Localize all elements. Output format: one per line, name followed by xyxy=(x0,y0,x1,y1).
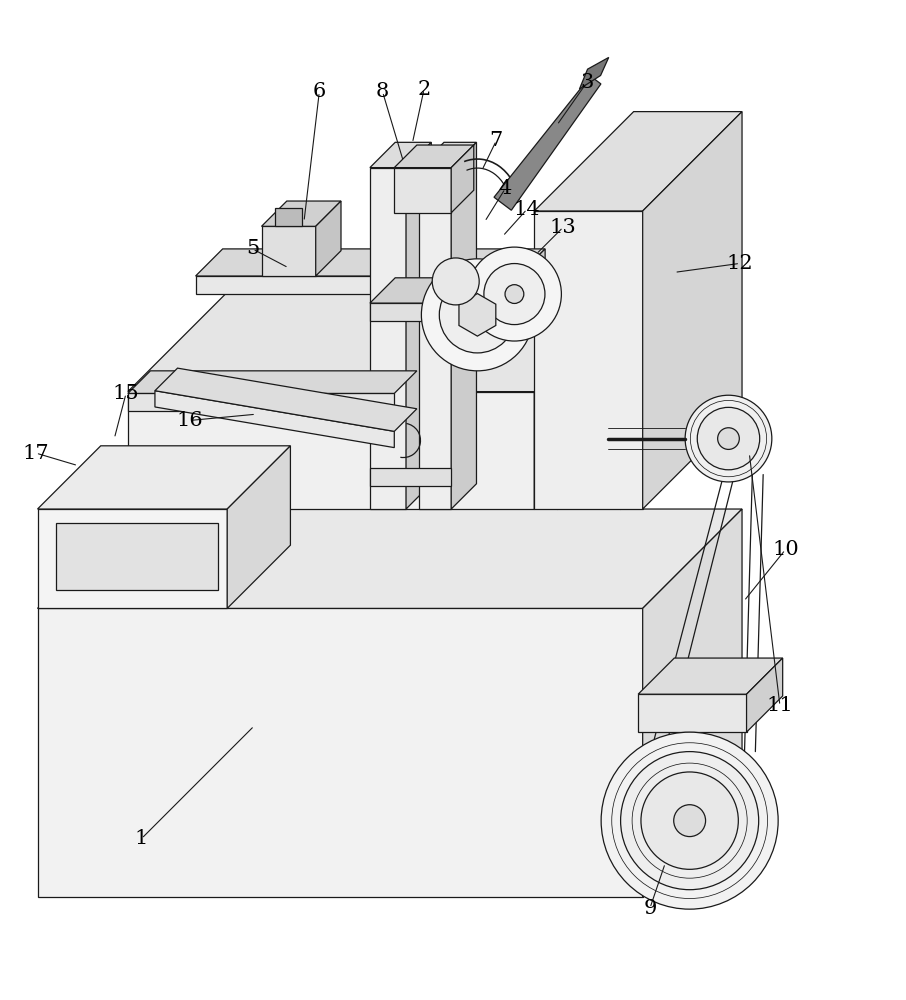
Circle shape xyxy=(698,407,760,470)
Text: 7: 7 xyxy=(490,131,503,150)
Polygon shape xyxy=(196,276,518,294)
Polygon shape xyxy=(518,249,545,294)
Text: 2: 2 xyxy=(418,80,430,99)
Text: 10: 10 xyxy=(772,540,799,559)
Polygon shape xyxy=(370,168,406,509)
Polygon shape xyxy=(459,294,496,336)
Polygon shape xyxy=(275,208,303,226)
Circle shape xyxy=(467,247,562,341)
Polygon shape xyxy=(128,392,535,509)
Polygon shape xyxy=(394,145,474,168)
Text: 11: 11 xyxy=(766,696,794,715)
Polygon shape xyxy=(37,509,742,608)
Polygon shape xyxy=(37,608,642,897)
Text: 5: 5 xyxy=(246,239,259,258)
Circle shape xyxy=(432,258,479,305)
Polygon shape xyxy=(747,658,783,732)
Polygon shape xyxy=(227,446,291,608)
Circle shape xyxy=(421,259,534,371)
Circle shape xyxy=(484,264,545,325)
Circle shape xyxy=(718,428,739,449)
Polygon shape xyxy=(55,523,218,590)
Polygon shape xyxy=(155,368,417,431)
Circle shape xyxy=(601,732,778,909)
Circle shape xyxy=(465,303,490,327)
Polygon shape xyxy=(642,509,742,897)
Polygon shape xyxy=(37,509,227,608)
Polygon shape xyxy=(128,393,394,411)
Polygon shape xyxy=(638,694,747,732)
Polygon shape xyxy=(370,278,477,303)
Text: 1: 1 xyxy=(135,829,148,848)
Text: 4: 4 xyxy=(499,179,512,198)
Circle shape xyxy=(621,752,758,890)
Polygon shape xyxy=(535,112,742,211)
Polygon shape xyxy=(394,168,451,213)
Text: 3: 3 xyxy=(580,73,593,92)
Circle shape xyxy=(439,277,516,353)
Polygon shape xyxy=(196,249,545,276)
Polygon shape xyxy=(315,201,341,276)
Polygon shape xyxy=(642,112,742,509)
Circle shape xyxy=(505,285,524,303)
Polygon shape xyxy=(535,211,642,509)
Text: 17: 17 xyxy=(23,444,49,463)
Text: 9: 9 xyxy=(643,899,657,918)
Circle shape xyxy=(641,772,738,869)
Polygon shape xyxy=(128,292,633,392)
Polygon shape xyxy=(535,292,633,509)
Polygon shape xyxy=(128,371,417,393)
Text: 16: 16 xyxy=(176,411,203,430)
Polygon shape xyxy=(406,142,431,509)
Polygon shape xyxy=(37,446,291,509)
Polygon shape xyxy=(370,468,451,486)
Text: 8: 8 xyxy=(376,82,390,101)
Polygon shape xyxy=(370,303,451,321)
Text: 12: 12 xyxy=(727,254,754,273)
Text: 14: 14 xyxy=(514,200,540,219)
Polygon shape xyxy=(638,658,783,694)
Polygon shape xyxy=(370,142,431,168)
Polygon shape xyxy=(155,391,394,448)
Polygon shape xyxy=(451,145,474,213)
Text: 15: 15 xyxy=(112,384,140,403)
Polygon shape xyxy=(580,57,609,89)
Polygon shape xyxy=(262,226,315,276)
Circle shape xyxy=(674,805,706,837)
Polygon shape xyxy=(451,142,477,509)
Text: 6: 6 xyxy=(313,82,326,101)
Circle shape xyxy=(685,395,772,482)
Polygon shape xyxy=(419,142,477,168)
Text: 13: 13 xyxy=(550,218,576,237)
Polygon shape xyxy=(419,168,451,509)
Polygon shape xyxy=(262,201,341,226)
Polygon shape xyxy=(494,76,601,210)
